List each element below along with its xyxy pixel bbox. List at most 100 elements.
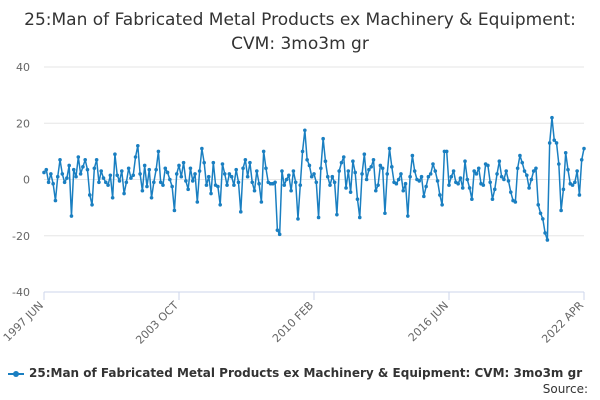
data-point[interactable] (508, 190, 513, 194)
data-point[interactable] (575, 169, 579, 173)
data-point[interactable] (504, 169, 509, 173)
data-point[interactable] (406, 214, 410, 218)
data-point[interactable] (447, 183, 451, 187)
data-point[interactable] (158, 180, 163, 185)
data-point[interactable] (481, 183, 486, 187)
data-point[interactable] (280, 169, 284, 173)
data-point[interactable] (360, 172, 364, 176)
data-point[interactable] (140, 188, 145, 193)
data-point[interactable] (115, 173, 120, 178)
data-point[interactable] (422, 194, 426, 199)
data-point[interactable] (275, 228, 280, 232)
data-point[interactable] (147, 167, 152, 172)
data-point[interactable] (346, 169, 351, 173)
data-point[interactable] (184, 179, 188, 183)
data-point[interactable] (42, 170, 46, 175)
data-point[interactable] (46, 180, 51, 185)
data-point[interactable] (371, 158, 376, 162)
data-point[interactable] (373, 188, 378, 193)
data-point[interactable] (254, 169, 259, 173)
data-point[interactable] (579, 158, 584, 162)
data-point[interactable] (186, 187, 190, 192)
data-point[interactable] (440, 203, 444, 207)
data-point[interactable] (529, 177, 534, 182)
data-point[interactable] (431, 162, 435, 166)
data-point[interactable] (296, 217, 300, 221)
data-point[interactable] (76, 155, 81, 159)
data-point[interactable] (518, 153, 522, 158)
data-point[interactable] (460, 186, 465, 190)
data-point[interactable] (362, 152, 367, 156)
data-point[interactable] (236, 180, 241, 185)
data-point[interactable] (433, 169, 438, 173)
data-point[interactable] (364, 177, 369, 182)
data-point[interactable] (103, 180, 108, 185)
data-point[interactable] (136, 143, 140, 148)
data-point[interactable] (106, 183, 110, 187)
data-point[interactable] (506, 179, 511, 183)
data-point[interactable] (488, 180, 492, 185)
data-point[interactable] (303, 128, 307, 133)
data-point[interactable] (273, 180, 277, 185)
data-point[interactable] (74, 174, 78, 179)
data-point[interactable] (428, 172, 433, 176)
data-point[interactable] (277, 232, 282, 237)
data-point[interactable] (449, 174, 454, 179)
data-point[interactable] (472, 169, 476, 173)
data-point[interactable] (291, 169, 296, 173)
data-point[interactable] (220, 162, 225, 166)
data-point[interactable] (424, 184, 428, 189)
data-point[interactable] (190, 179, 195, 183)
data-point[interactable] (289, 188, 293, 193)
data-point[interactable] (99, 169, 103, 173)
data-point[interactable] (525, 173, 529, 178)
data-point[interactable] (55, 174, 60, 179)
data-point[interactable] (399, 172, 403, 176)
data-point[interactable] (387, 146, 392, 151)
data-point[interactable] (298, 183, 303, 187)
data-point[interactable] (557, 162, 561, 166)
data-point[interactable] (376, 183, 380, 187)
data-point[interactable] (369, 165, 374, 169)
data-point[interactable] (456, 181, 460, 186)
data-point[interactable] (81, 165, 85, 169)
data-point[interactable] (502, 177, 506, 182)
data-point[interactable] (85, 167, 90, 172)
data-point[interactable] (126, 166, 131, 171)
data-point[interactable] (435, 179, 440, 183)
data-point[interactable] (474, 172, 479, 176)
data-point[interactable] (383, 211, 387, 216)
data-point[interactable] (145, 184, 149, 189)
data-point[interactable] (563, 150, 568, 155)
data-point[interactable] (538, 211, 543, 216)
data-point[interactable] (335, 212, 339, 217)
data-point[interactable] (113, 152, 117, 156)
data-point[interactable] (188, 166, 193, 171)
data-point[interactable] (97, 180, 101, 185)
data-point[interactable] (259, 200, 264, 204)
data-point[interactable] (426, 174, 431, 179)
legend[interactable]: 25:Man of Fabricated Metal Products ex M… (8, 364, 582, 382)
data-point[interactable] (206, 174, 211, 179)
data-point[interactable] (332, 180, 337, 185)
data-point[interactable] (241, 166, 245, 171)
data-point[interactable] (385, 172, 390, 176)
data-point[interactable] (353, 170, 357, 175)
data-point[interactable] (561, 187, 566, 192)
data-point[interactable] (545, 238, 550, 242)
data-point[interactable] (179, 174, 184, 179)
data-point[interactable] (122, 191, 126, 196)
data-point[interactable] (554, 141, 559, 145)
data-point[interactable] (261, 149, 266, 154)
data-point[interactable] (227, 172, 232, 176)
data-point[interactable] (252, 188, 257, 193)
data-point[interactable] (287, 173, 291, 178)
data-point[interactable] (44, 167, 49, 172)
data-point[interactable] (314, 180, 319, 185)
data-point[interactable] (209, 191, 213, 196)
data-point[interactable] (534, 166, 538, 171)
data-point[interactable] (543, 231, 547, 235)
data-point[interactable] (193, 172, 197, 176)
data-point[interactable] (408, 174, 412, 179)
data-point[interactable] (257, 181, 261, 186)
